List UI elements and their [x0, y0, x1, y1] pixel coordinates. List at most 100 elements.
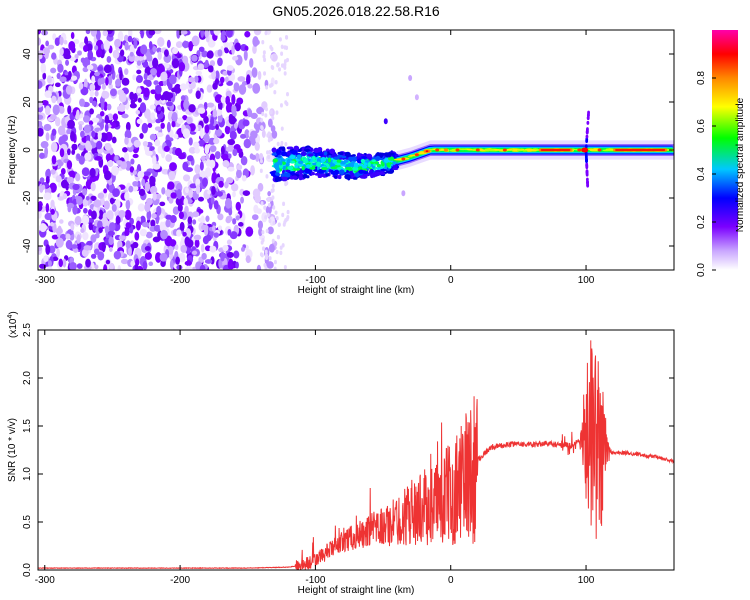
noise-blob [184, 260, 193, 266]
noise-blob [254, 142, 260, 151]
colorbar-tick-label: 0.6 [696, 119, 707, 133]
noise-blob [229, 231, 238, 240]
band-blob [344, 151, 351, 158]
noise-blob [38, 245, 43, 252]
band-blob [348, 156, 354, 162]
noise-blob [76, 234, 81, 244]
noise-blob [214, 94, 223, 104]
noise-blob [106, 103, 112, 111]
band-blob [368, 167, 372, 170]
band-hot-dot [455, 148, 460, 152]
noise-blob [114, 154, 119, 162]
noise-blob [199, 170, 207, 179]
noise-blob [116, 105, 124, 112]
band-blob [361, 164, 368, 169]
noise-blob [60, 168, 66, 175]
noise-blob [242, 190, 251, 196]
noise-blob [57, 196, 64, 201]
noise-blob [216, 109, 223, 116]
noise-blob [153, 224, 162, 232]
noise-blob [228, 208, 233, 216]
noise-blob [150, 219, 156, 228]
noise-blob [283, 71, 287, 76]
noise-blob [50, 208, 55, 215]
band-blob [338, 169, 345, 175]
noise-blob [80, 86, 89, 96]
noise-blob [217, 213, 224, 221]
noise-blob [217, 225, 223, 231]
noise-blob [246, 74, 251, 85]
band-blob [300, 151, 307, 157]
noise-blob [276, 63, 280, 68]
noise-blob [77, 121, 85, 126]
noise-blob [233, 82, 240, 92]
noise-blob [193, 141, 200, 149]
noise-blob [41, 184, 46, 190]
noise-blob [256, 264, 262, 270]
noise-blob [68, 70, 72, 79]
noise-blob [151, 155, 157, 166]
noise-blob [267, 191, 272, 197]
spectrogram-xlabel: Height of straight line (km) [298, 285, 415, 296]
noise-blob [177, 203, 183, 212]
band-blob [360, 158, 366, 164]
noise-blob [224, 198, 232, 209]
noise-blob [197, 196, 205, 202]
snr-series-line [38, 340, 674, 570]
noise-blob [142, 260, 148, 270]
noise-blob [160, 122, 165, 129]
noise-blob [101, 241, 106, 253]
noise-blob [156, 132, 164, 138]
noise-blob [255, 125, 260, 134]
noise-blob [136, 88, 142, 94]
noise-blob [91, 117, 100, 123]
noise-blob [149, 146, 155, 151]
noise-blob [225, 146, 231, 153]
band-hot-dot [502, 148, 507, 152]
band-blob [323, 151, 328, 156]
noise-blob [59, 36, 64, 46]
noise-blob [102, 30, 109, 37]
band-blob [341, 161, 346, 165]
band-blob [277, 155, 282, 158]
band-blob [338, 151, 344, 156]
noise-blob [221, 153, 229, 160]
band-hot-dot [597, 148, 602, 152]
noise-blob [120, 258, 129, 265]
noise-blob [90, 182, 96, 192]
band-blob [291, 175, 298, 180]
noise-blob [58, 105, 65, 114]
noise-blob [125, 199, 131, 210]
noise-blob [265, 228, 269, 234]
noise-blob [63, 40, 68, 45]
noise-blob [259, 168, 263, 174]
noise-blob [207, 65, 214, 73]
band-hot-dot [414, 153, 419, 157]
noise-blob [272, 220, 276, 226]
band-core [407, 155, 413, 158]
noise-blob [96, 66, 104, 72]
noise-blob [188, 41, 194, 52]
noise-blob [86, 64, 94, 70]
noise-blob [255, 39, 260, 45]
noise-blob [157, 106, 162, 111]
noise-blob [236, 97, 244, 105]
noise-blob [259, 158, 263, 164]
noise-blob [244, 45, 249, 52]
noise-blob [124, 68, 129, 76]
noise-blob [129, 51, 134, 57]
noise-blob [67, 119, 76, 130]
noise-blob [218, 180, 224, 188]
noise-blob [226, 251, 234, 259]
snr-ytick-label: 1.5 [22, 419, 33, 433]
noise-blob [259, 252, 263, 257]
noise-blob [173, 133, 179, 139]
noise-blob [85, 258, 91, 268]
noise-blob [91, 130, 96, 138]
band-blob [356, 158, 363, 164]
band-blob [379, 172, 386, 175]
noise-blob [43, 192, 52, 201]
noise-blob [71, 149, 76, 155]
spectrogram-xtick-label: -200 [170, 275, 190, 286]
band-blob [330, 166, 338, 170]
